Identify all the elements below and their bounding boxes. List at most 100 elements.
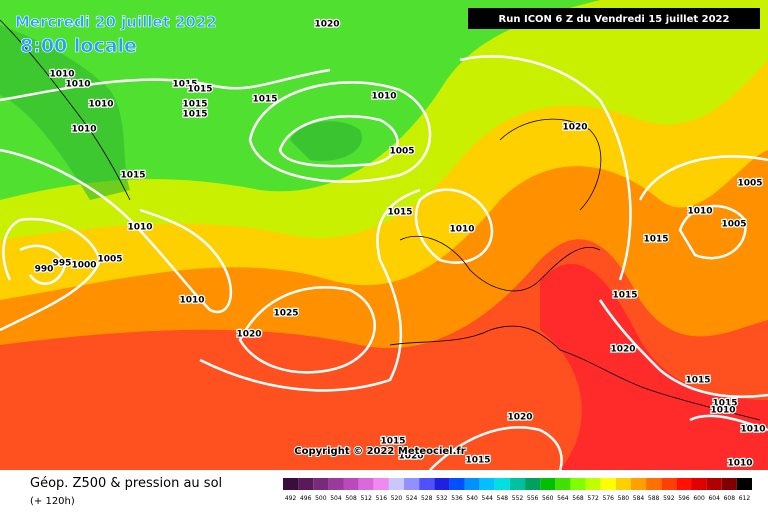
isobar-label: 1015 <box>187 85 212 95</box>
scale-label: 524 <box>406 495 418 502</box>
isobar-label: 1015 <box>172 80 197 90</box>
isobar-label: 1010 <box>687 207 712 217</box>
isobar-label: 1015 <box>380 437 405 447</box>
scale-swatch <box>509 478 526 490</box>
scale-label: 576 <box>603 495 615 502</box>
scale-label: 492 <box>285 495 297 502</box>
isobar-label: 1015 <box>465 456 490 466</box>
scale-label: 584 <box>633 495 645 502</box>
isobar-label: 1010 <box>449 225 474 235</box>
scale-label: 512 <box>360 495 372 502</box>
scale-label: 592 <box>663 495 675 502</box>
scale-label: 556 <box>527 495 539 502</box>
isobar-label: 1010 <box>88 100 113 110</box>
run-info: Run ICON 6 Z du Vendredi 15 juillet 2022 <box>499 14 730 25</box>
scale-swatch <box>691 478 707 490</box>
scale-label: 520 <box>391 495 403 502</box>
footer-title: Géop. Z500 & pression au sol <box>30 476 222 491</box>
scale-label: 544 <box>482 495 494 502</box>
scale-label: 588 <box>648 495 660 502</box>
isobar-label: 1015 <box>712 399 737 409</box>
isobar-label: 1020 <box>398 452 423 462</box>
scale-swatch <box>630 478 647 490</box>
isobar-label: 1020 <box>562 123 587 133</box>
scale-label: 552 <box>512 495 524 502</box>
forecast-date: Mercredi 20 juillet 2022 <box>15 13 217 31</box>
isobar-label: 1010 <box>179 296 204 306</box>
isobar-label: 1010 <box>65 80 90 90</box>
scale-label: 608 <box>724 495 736 502</box>
isobar-label: 990 <box>35 265 54 275</box>
scale-label: 580 <box>618 495 630 502</box>
footer-lead: (+ 120h) <box>30 496 75 507</box>
scale-swatch <box>464 478 480 490</box>
isobar-label: 1005 <box>737 179 762 189</box>
scale-swatch <box>313 478 329 490</box>
scale-swatch <box>283 478 299 490</box>
coastlines <box>0 19 761 421</box>
scale-swatch <box>434 478 450 490</box>
isobar-label: 1015 <box>685 376 710 386</box>
footer-bar <box>0 470 768 512</box>
scale-swatch <box>646 478 662 490</box>
scale-swatch <box>706 478 722 490</box>
isobar-label: 1010 <box>371 92 396 102</box>
isobar-label: 1015 <box>120 171 145 181</box>
scale-swatch <box>555 478 571 490</box>
scale-label: 564 <box>557 495 569 502</box>
isobar-label: 1010 <box>71 125 96 135</box>
isobar-label: 1015 <box>387 208 412 218</box>
isobar-label: 1015 <box>182 110 207 120</box>
scale-label: 504 <box>330 495 342 502</box>
scale-label: 496 <box>300 495 312 502</box>
isobar-label: 995 <box>53 259 72 269</box>
scale-swatch <box>328 478 344 490</box>
scale-swatch <box>615 478 631 490</box>
scale-label: 572 <box>587 495 599 502</box>
copyright: Copyright © 2022 Meteociel.fr <box>294 446 465 457</box>
scale-swatch <box>419 478 435 490</box>
isobar-label: 1010 <box>710 406 735 416</box>
isobar-label: 1010 <box>740 425 765 435</box>
scale-label: 548 <box>497 495 509 502</box>
scale-label: 596 <box>678 495 690 502</box>
scale-swatch <box>570 478 586 490</box>
scale-swatch <box>525 478 541 490</box>
scale-label: 528 <box>421 495 433 502</box>
scale-swatch <box>721 478 737 490</box>
run-box <box>468 8 760 29</box>
isobar-label: 1005 <box>389 147 414 157</box>
scale-label: 540 <box>466 495 478 502</box>
scale-swatch <box>358 478 374 490</box>
isobar-label: 1005 <box>721 220 746 230</box>
map-field <box>0 0 768 470</box>
scale-label: 600 <box>693 495 705 502</box>
isobar-labels: 1020101010101010101010151015101510151015… <box>33 18 766 470</box>
isobar-label: 1020 <box>314 20 339 30</box>
scale-swatch <box>343 478 359 490</box>
scale-swatch <box>600 478 616 490</box>
scale-swatch <box>661 478 677 490</box>
scale-swatch <box>585 478 601 490</box>
isobar-label: 1020 <box>610 345 635 355</box>
isobar-label: 1010 <box>727 459 752 469</box>
scale-label: 508 <box>345 495 357 502</box>
isobar-label: 1020 <box>236 330 261 340</box>
scale-swatch <box>540 478 556 490</box>
scale-label: 516 <box>376 495 388 502</box>
isobar-label: 1005 <box>97 255 122 265</box>
isobar-label: 1000 <box>71 261 96 271</box>
scale-label: 612 <box>739 495 751 502</box>
isobar-label: 1015 <box>612 291 637 301</box>
isobar-label: 1025 <box>273 309 298 319</box>
scale-swatch <box>494 478 510 490</box>
scale-swatch <box>449 478 465 490</box>
isobar-label: 1015 <box>252 95 277 105</box>
scale-swatch <box>479 478 495 490</box>
forecast-time: 8:00 locale <box>20 35 137 57</box>
scale-label: 604 <box>708 495 720 502</box>
scale-swatch <box>404 478 420 490</box>
scale-swatch <box>298 478 314 490</box>
scale-label: 532 <box>436 495 448 502</box>
scale-label: 568 <box>572 495 584 502</box>
